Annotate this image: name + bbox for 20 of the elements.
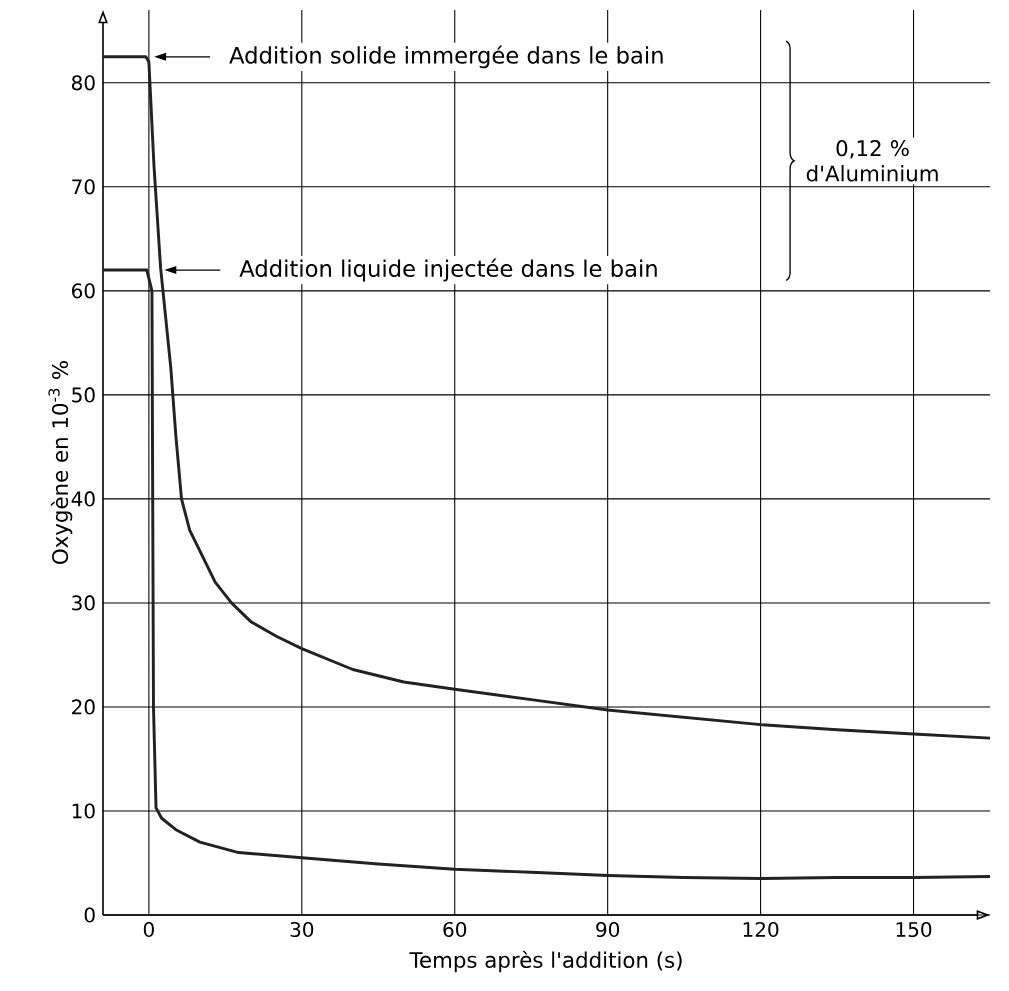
- y-tick-label: 50: [72, 387, 95, 403]
- x-tick-label: 150: [896, 921, 932, 938]
- x-axis-title: Temps après l'addition (s): [409, 950, 682, 973]
- y-tick-label: 40: [71, 491, 95, 507]
- y-tick-label: 20: [72, 699, 95, 715]
- y-axis-title: Oxygène en 10$^{-3}$ %: [48, 361, 73, 564]
- y-tick-label: 10: [72, 803, 95, 819]
- x-tick-label: 0: [143, 921, 154, 938]
- annotation: Addition solide immergée dans le bain: [229, 45, 663, 69]
- x-tick-label: 120: [743, 921, 779, 938]
- x-tick-label: 90: [596, 921, 620, 938]
- y-tick-label: 30: [72, 595, 95, 611]
- x-tick-label: 60: [443, 921, 467, 938]
- annotation: 0,12 % d'Aluminium: [806, 140, 938, 182]
- y-tick-label: 0: [84, 907, 95, 923]
- y-tick-label: 80: [71, 75, 95, 91]
- annotation: Addition liquide injectée dans le bain: [239, 258, 657, 282]
- x-tick-label: 30: [290, 921, 314, 938]
- y-tick-label: 60: [72, 283, 95, 299]
- y-tick-label: 70: [72, 179, 95, 195]
